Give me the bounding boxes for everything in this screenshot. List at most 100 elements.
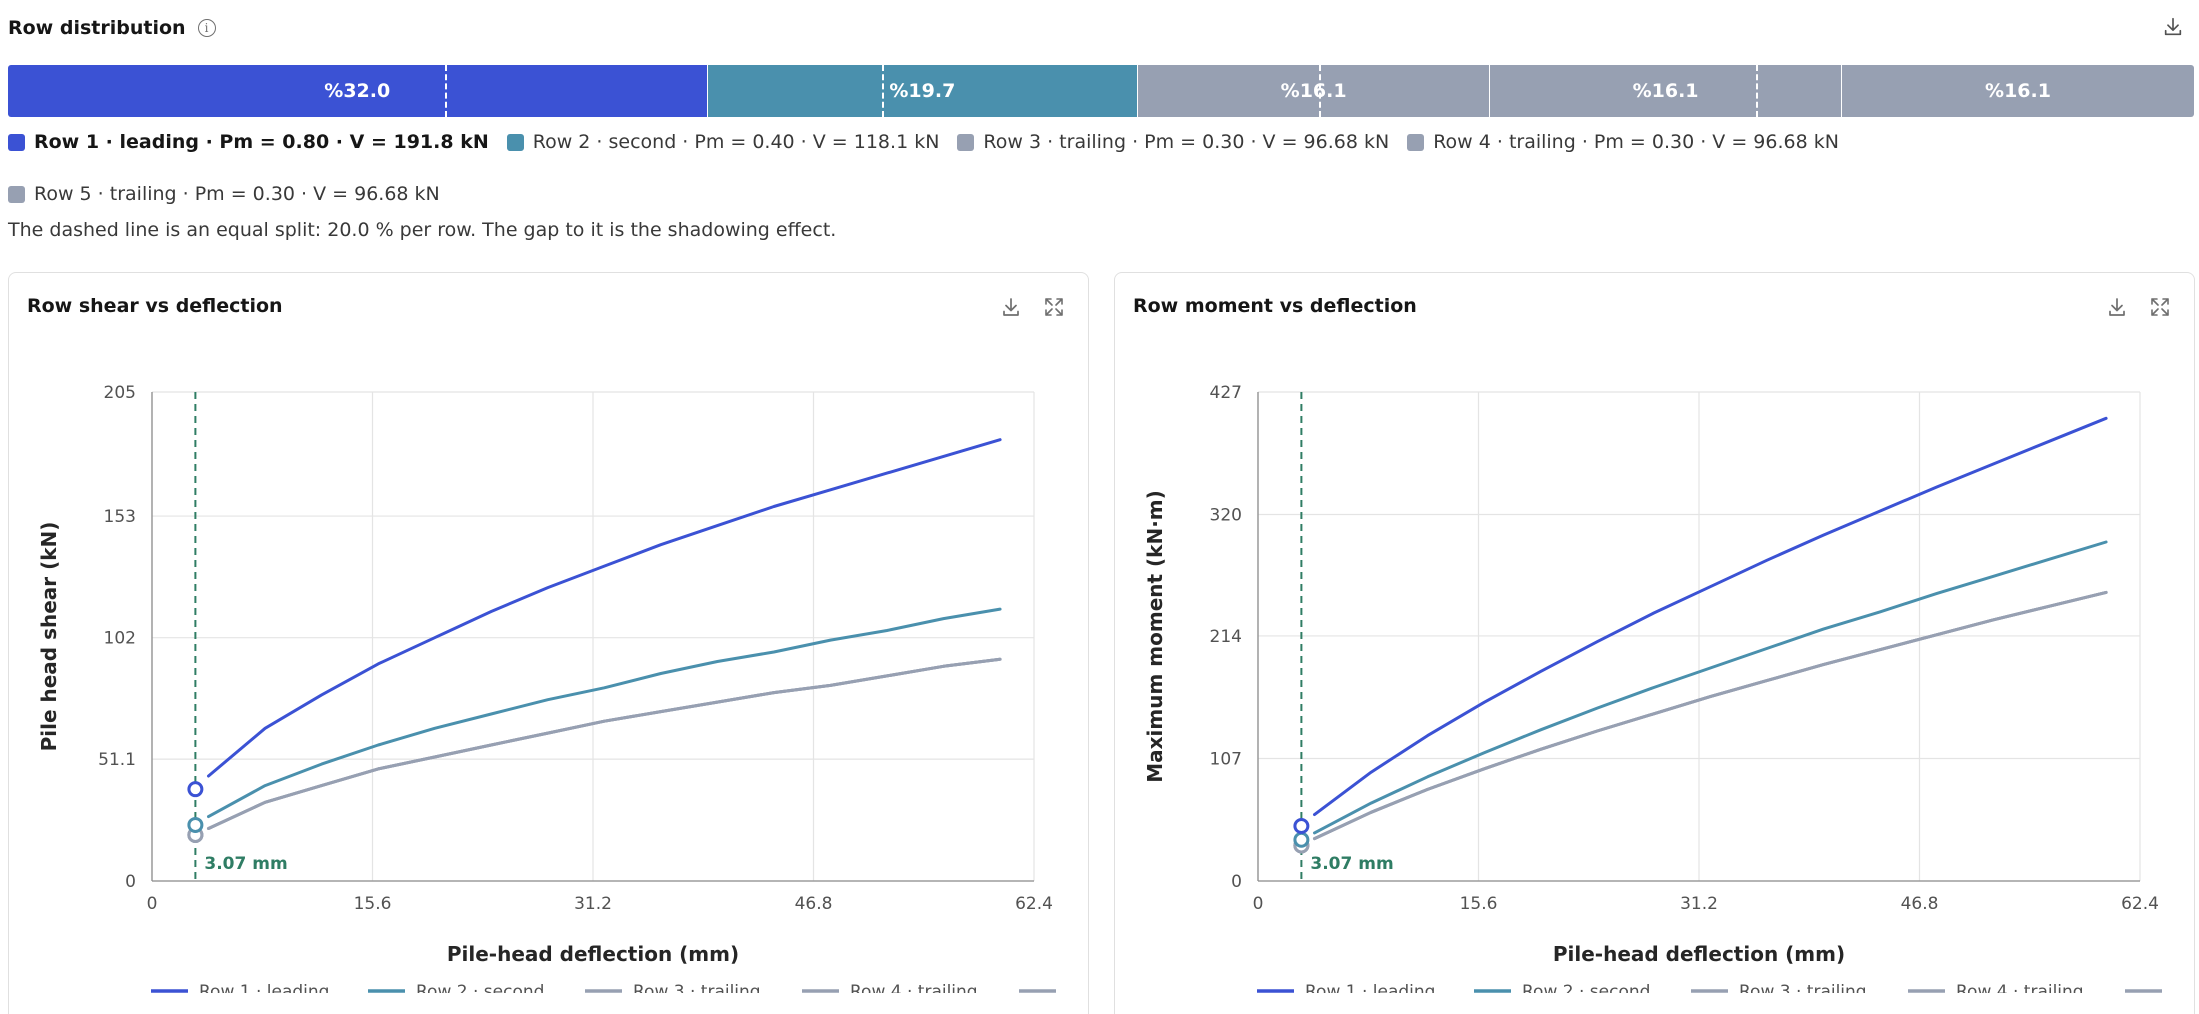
- chart-legend-item[interactable]: Row 3 · trailing: [585, 982, 761, 1002]
- row-distribution-legend: Row 1 · leading · Pm = 0.80 · V = 191.8 …: [8, 128, 2108, 208]
- y-tick-label: 320: [1210, 506, 1242, 526]
- chart-legend-item[interactable]: Row 3 · trailing: [1691, 982, 1867, 1002]
- distribution-legend-item: Row 2 · second · Pm = 0.40 · V = 118.1 k…: [506, 128, 940, 156]
- series-line: [207, 607, 1002, 819]
- expand-icon[interactable]: [1042, 295, 1066, 319]
- series-line: [1313, 540, 2108, 835]
- legend-swatch: [957, 133, 975, 151]
- legend-label: Row 2 · second: [416, 982, 544, 1002]
- legend-label: Row 2 · second · Pm = 0.40 · V = 118.1 k…: [532, 131, 940, 153]
- equal-split-line: [444, 65, 447, 117]
- series-marker: [1293, 831, 1310, 848]
- shear-chart-card: Row shear vs deflection 0 51.1 102 153 205 0 1…: [8, 272, 1089, 1014]
- chart-legend-item[interactable]: Row 1 · leading: [1257, 982, 1435, 1002]
- distribution-segment[interactable]: %16.1: [1842, 65, 2194, 117]
- legend-label: Row 1 · leading: [199, 982, 329, 1002]
- shear-chart-title: Row shear vs deflection: [27, 295, 283, 317]
- legend-label: Row 5 · trailing · Pm = 0.30 · V = 96.68…: [34, 183, 440, 205]
- download-icon[interactable]: [2105, 295, 2129, 319]
- distribution-segment[interactable]: %32.0: [8, 65, 708, 117]
- distribution-segment[interactable]: %16.1: [1490, 65, 1843, 117]
- series-line: [207, 657, 1002, 830]
- distribution-legend-item: Row 5 · trailing · Pm = 0.30 · V = 96.68…: [8, 180, 440, 208]
- series-line: [1313, 416, 2108, 817]
- series-line: [1313, 590, 2108, 841]
- y-tick-label: 205: [104, 383, 136, 403]
- x-axis-title: Pile-head deflection (mm): [447, 942, 739, 966]
- x-tick-label: 31.2: [574, 894, 612, 914]
- shear-chart: 0 51.1 102 153 205 0 15.6 31.2 46.8 62.4 Pile-head…: [37, 383, 1056, 1002]
- distribution-segment-label: %19.7: [889, 80, 956, 102]
- moment-chart: 0 107 214 320 427 0 15.6 31.2 46.8 62.4 Pile-head …: [1143, 383, 2162, 1002]
- legend-swatch: [8, 133, 25, 151]
- series-line: [207, 657, 1002, 830]
- legend-label: Row 3 · trailing: [1739, 982, 1867, 1002]
- section-title: Row distribution: [8, 17, 186, 39]
- legend-label: Row 4 · trailing · Pm = 0.30 · V = 96.68…: [1433, 131, 1839, 153]
- x-tick-label: 0: [1253, 894, 1264, 914]
- download-icon[interactable]: [999, 295, 1023, 319]
- y-tick-label: 427: [1210, 383, 1242, 403]
- distribution-legend-item: Row 3 · trailing · Pm = 0.30 · V = 96.68…: [957, 128, 1389, 156]
- equal-split-line: [1319, 65, 1322, 117]
- distribution-segment-label: %16.1: [1632, 80, 1699, 102]
- distribution-legend-item: Row 1 · leading · Pm = 0.80 · V = 191.8 …: [8, 128, 489, 156]
- legend-label: Row 1 · leading · Pm = 0.80 · V = 191.8 …: [34, 131, 489, 153]
- row-distribution-bar: %32.0 %19.7 %16.1 %16.1 %16.1: [8, 65, 2194, 117]
- chart-legend: Row 1 · leading Row 2 · second Row 3 · tra…: [151, 982, 1056, 1002]
- x-tick-label: 46.8: [1901, 894, 1939, 914]
- legend-swatch: [8, 185, 25, 203]
- series-marker: [187, 781, 204, 798]
- equal-split-line: [1756, 65, 1759, 117]
- chart-legend: Row 1 · leading Row 2 · second Row 3 · tra…: [1257, 982, 2162, 1002]
- legend-swatch: [1407, 133, 1425, 151]
- series-line: [1313, 590, 2108, 841]
- series-line: [207, 438, 1002, 778]
- info-icon[interactable]: i: [197, 19, 216, 37]
- download-icon[interactable]: [2162, 16, 2184, 38]
- expand-icon[interactable]: [2148, 295, 2172, 319]
- distribution-segment-label: %16.1: [1280, 80, 1347, 102]
- y-tick-label: 214: [1210, 627, 1242, 647]
- x-tick-label: 0: [147, 894, 158, 914]
- equal-split-line: [881, 65, 884, 117]
- x-tick-label: 31.2: [1680, 894, 1718, 914]
- legend-swatch: [506, 133, 524, 151]
- distribution-segment[interactable]: %19.7: [707, 65, 1139, 117]
- distribution-segment-label: %32.0: [324, 80, 391, 102]
- y-tick-label: 153: [104, 507, 136, 527]
- y-axis-title: Maximum moment (kN·m): [1143, 490, 1167, 783]
- y-tick-label: 107: [1210, 749, 1242, 769]
- y-axis-title: Pile head shear (kN): [37, 522, 61, 752]
- moment-chart-title: Row moment vs deflection: [1133, 295, 1417, 317]
- series-line: [207, 657, 1002, 830]
- y-tick-label: 0: [125, 872, 136, 892]
- distribution-segment[interactable]: %16.1: [1138, 65, 1491, 117]
- legend-label: Row 1 · leading: [1305, 982, 1435, 1002]
- series-marker: [187, 816, 204, 833]
- y-tick-label: 102: [104, 629, 136, 649]
- chart-legend-item[interactable]: Row 2 · second: [368, 982, 544, 1002]
- legend-label: Row 2 · second: [1522, 982, 1650, 1002]
- chart-legend-item[interactable]: Row 1 · leading: [151, 982, 329, 1002]
- y-tick-label: 51.1: [98, 750, 136, 770]
- x-tick-label: 62.4: [2121, 894, 2159, 914]
- current-deflection-label: 3.07 mm: [204, 854, 287, 874]
- distribution-legend-item: Row 4 · trailing · Pm = 0.30 · V = 96.68…: [1407, 128, 1839, 156]
- equal-split-note: The dashed line is an equal split: 20.0 …: [8, 219, 837, 241]
- chart-legend-item[interactable]: Row 4 · trailing: [802, 982, 978, 1002]
- legend-label: Row 4 · trailing: [850, 982, 978, 1002]
- chart-legend-item[interactable]: Row 2 · second: [1474, 982, 1650, 1002]
- series-line: [1313, 590, 2108, 841]
- chart-legend-item[interactable]: Row 4 · trailing: [1908, 982, 2084, 1002]
- legend-label: Row 3 · trailing · Pm = 0.30 · V = 96.68…: [983, 131, 1390, 153]
- x-tick-label: 15.6: [1460, 894, 1498, 914]
- distribution-segment-label: %16.1: [1985, 80, 2051, 102]
- x-axis-title: Pile-head deflection (mm): [1553, 942, 1845, 966]
- legend-label: Row 3 · trailing: [633, 982, 761, 1002]
- series-marker: [1293, 818, 1310, 835]
- x-tick-label: 15.6: [354, 894, 392, 914]
- x-tick-label: 46.8: [795, 894, 833, 914]
- moment-chart-card: Row moment vs deflection 0 107 214 320 427 0 1…: [1114, 272, 2195, 1014]
- legend-label: Row 4 · trailing: [1956, 982, 2084, 1002]
